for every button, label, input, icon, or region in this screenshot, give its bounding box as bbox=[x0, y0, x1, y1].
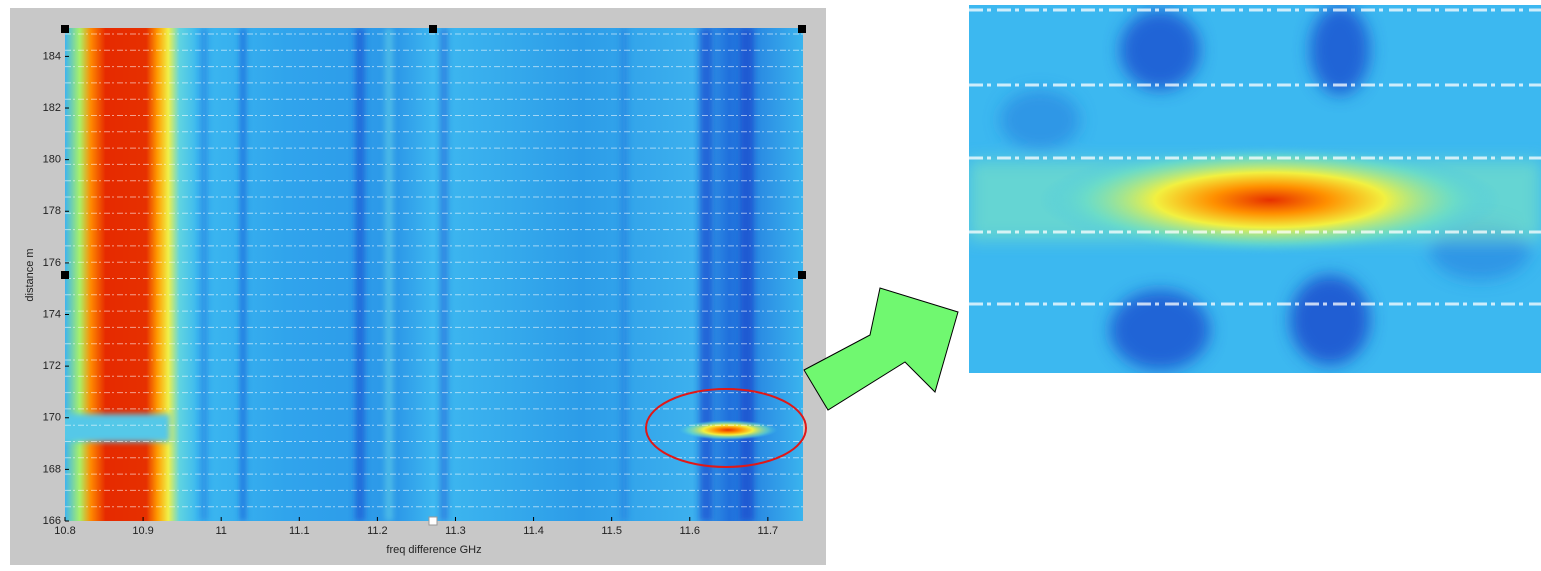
y-tick-label: 176 bbox=[43, 257, 61, 269]
y-tick-label: 182 bbox=[43, 102, 61, 114]
y-tick-label: 166 bbox=[43, 515, 61, 527]
x-tick-label: 11.3 bbox=[445, 525, 466, 537]
y-tick-label: 172 bbox=[43, 360, 61, 372]
handles bbox=[61, 25, 806, 526]
x-tick-label: 11.2 bbox=[367, 525, 388, 537]
x-tick-label: 11.6 bbox=[679, 525, 700, 537]
y-tick-label: 168 bbox=[43, 463, 61, 475]
highlight-ellipse bbox=[645, 388, 807, 468]
y-tick-label: 178 bbox=[43, 205, 61, 217]
heatmap bbox=[65, 28, 803, 521]
x-tick-label: 11 bbox=[215, 525, 226, 537]
x-tick-label: 11.4 bbox=[523, 525, 544, 537]
x-tick-label: 11.1 bbox=[289, 525, 310, 537]
hot-spot bbox=[678, 420, 778, 440]
zoom-inset bbox=[969, 5, 1541, 373]
x-tick-label: 10.8 bbox=[54, 525, 75, 537]
x-axis-label: freq difference GHz bbox=[386, 544, 481, 556]
heatmap-features bbox=[65, 28, 754, 521]
arrow bbox=[803, 287, 959, 411]
y-axis-label: distance m bbox=[24, 248, 36, 301]
x-tick-label: 10.9 bbox=[132, 525, 153, 537]
y-tick-label: 170 bbox=[43, 412, 61, 424]
y-tick-label: 174 bbox=[43, 308, 61, 320]
x-tick-label: 11.5 bbox=[601, 525, 622, 537]
scan-lines bbox=[65, 33, 803, 508]
x-tick-label: 11.7 bbox=[758, 525, 779, 537]
y-tick-label: 184 bbox=[43, 50, 61, 62]
y-tick-label: 180 bbox=[43, 154, 61, 166]
heatmap-field bbox=[65, 28, 803, 521]
